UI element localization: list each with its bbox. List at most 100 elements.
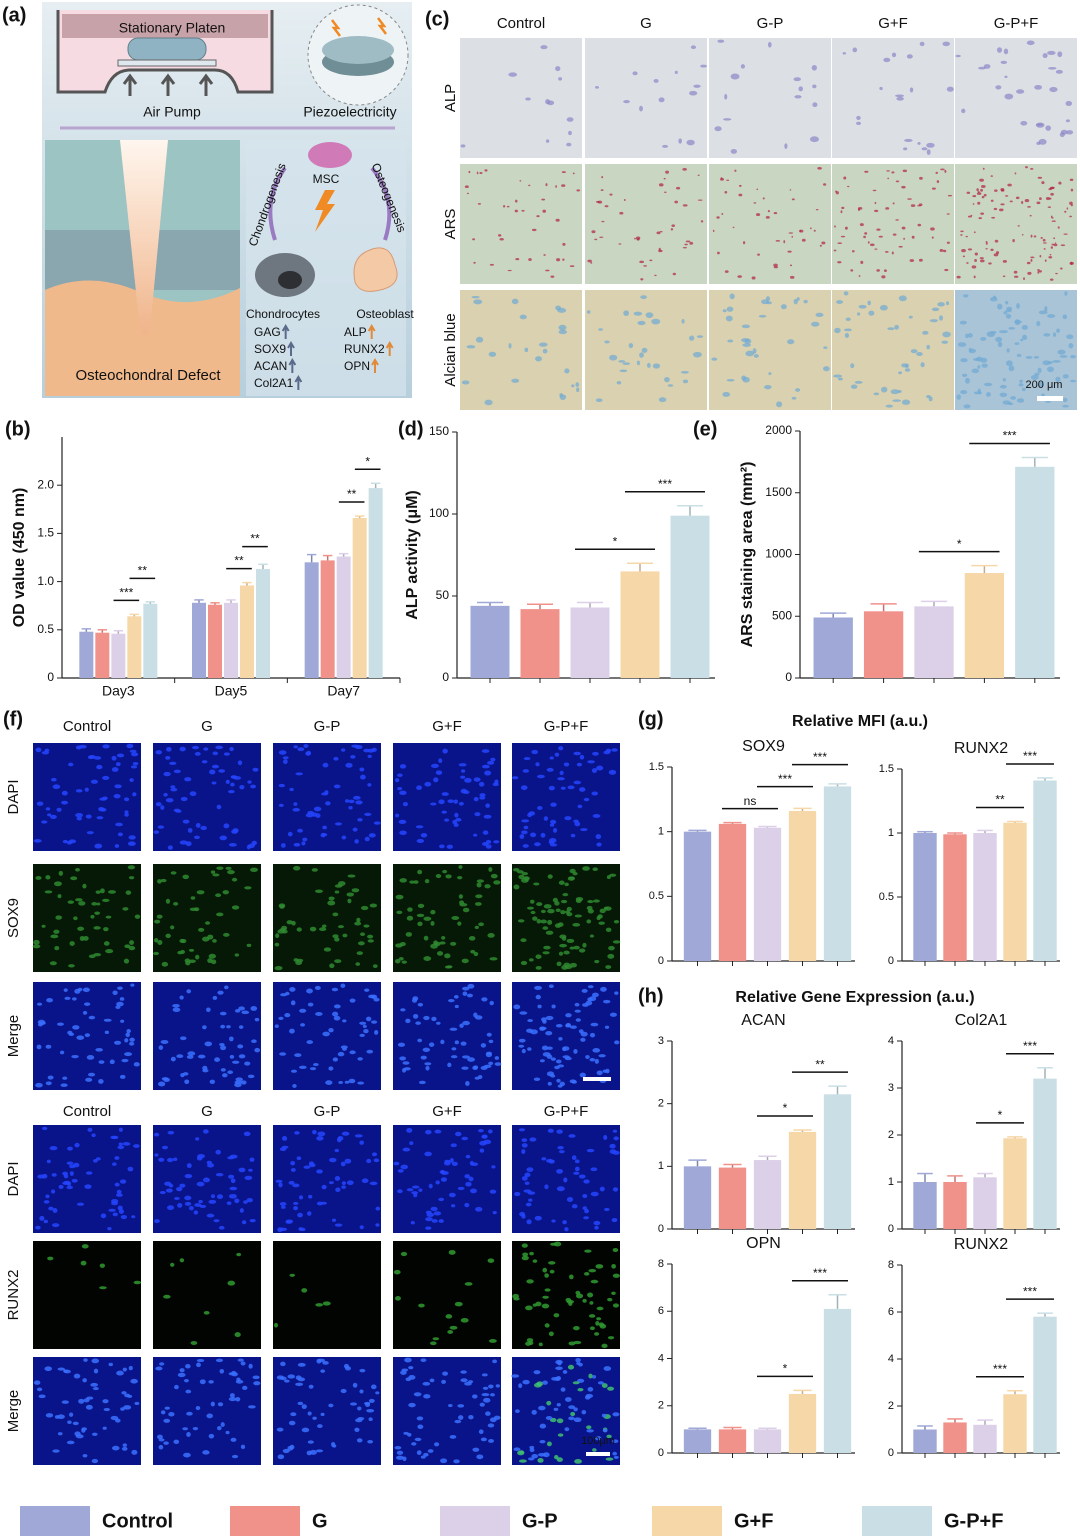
nucleus bbox=[38, 1394, 46, 1399]
nucleus bbox=[375, 1391, 380, 1395]
stain-spot bbox=[837, 377, 843, 381]
nucleus bbox=[473, 796, 479, 802]
column-label: G-P+F bbox=[544, 718, 589, 735]
stain-spot bbox=[693, 84, 701, 88]
nucleus bbox=[523, 825, 529, 830]
nucleus bbox=[41, 820, 48, 824]
nucleus bbox=[44, 748, 50, 753]
nucleus bbox=[75, 1434, 84, 1439]
stain-spot bbox=[508, 72, 518, 77]
nucleus bbox=[320, 1201, 327, 1205]
nucleus bbox=[125, 1032, 130, 1038]
stain-spot bbox=[1051, 220, 1056, 222]
sig-label: *** bbox=[1003, 429, 1017, 443]
stain-spot bbox=[977, 201, 981, 205]
nucleus bbox=[215, 1358, 224, 1363]
nucleus bbox=[296, 958, 304, 963]
nucleus bbox=[420, 1055, 427, 1060]
nucleus bbox=[186, 1163, 192, 1169]
nucleus bbox=[447, 799, 455, 804]
stain-spot bbox=[667, 384, 674, 387]
nucleus bbox=[404, 1357, 412, 1363]
stain-spot bbox=[985, 242, 988, 245]
nucleus bbox=[228, 1397, 237, 1402]
nucleus bbox=[243, 1200, 248, 1204]
nucleus bbox=[196, 1362, 201, 1368]
stain-spot bbox=[891, 171, 895, 174]
stain-spot bbox=[833, 374, 843, 378]
nucleus bbox=[210, 870, 216, 874]
stain-spot bbox=[586, 310, 591, 314]
nucleus bbox=[355, 800, 363, 805]
stain-spot bbox=[1057, 349, 1066, 355]
nucleus bbox=[354, 1427, 360, 1433]
sig-label: *** bbox=[1023, 1284, 1037, 1298]
nucleus bbox=[72, 1421, 79, 1426]
marker-label: ACAN bbox=[254, 359, 287, 373]
nucleus bbox=[98, 1079, 104, 1084]
stain-spot bbox=[1057, 51, 1063, 58]
stain-spot bbox=[961, 373, 968, 378]
nucleus bbox=[108, 1208, 116, 1212]
stain-spot bbox=[887, 327, 895, 331]
stain-spot bbox=[555, 185, 558, 188]
nucleus bbox=[244, 1175, 253, 1181]
nucleus bbox=[413, 1193, 418, 1198]
stain-spot bbox=[991, 216, 996, 219]
stain-spot bbox=[1007, 183, 1012, 187]
nucleus bbox=[234, 953, 240, 957]
stain-spot bbox=[961, 108, 966, 114]
nucleus bbox=[547, 1128, 554, 1133]
micrograph bbox=[585, 38, 707, 158]
nucleus bbox=[450, 1143, 457, 1148]
nucleus bbox=[394, 1445, 402, 1450]
nucleus bbox=[52, 1449, 60, 1453]
stain-spot bbox=[883, 57, 891, 63]
stain-spot bbox=[841, 206, 845, 210]
nucleus bbox=[609, 873, 617, 877]
nucleus bbox=[399, 790, 407, 796]
stain-spot bbox=[623, 99, 630, 104]
y-tick-label: 150 bbox=[429, 424, 449, 438]
nucleus bbox=[81, 1244, 89, 1249]
nucleus bbox=[119, 997, 125, 1001]
stain-spot bbox=[525, 97, 531, 101]
stain-spot bbox=[999, 208, 1004, 212]
nucleus bbox=[425, 1210, 432, 1215]
nucleus bbox=[216, 1426, 222, 1431]
nucleus bbox=[193, 1210, 199, 1215]
stain-spot bbox=[856, 121, 861, 126]
nucleus bbox=[487, 933, 495, 938]
nucleus bbox=[535, 994, 541, 1000]
nucleus bbox=[184, 1195, 192, 1201]
y-tick-label: 1 bbox=[888, 827, 894, 839]
stain-spot bbox=[833, 249, 837, 252]
nucleus bbox=[333, 1004, 341, 1009]
stain-spot bbox=[1047, 314, 1056, 318]
nucleus bbox=[334, 1148, 340, 1153]
micrograph bbox=[585, 164, 707, 284]
stain-spot bbox=[1006, 306, 1013, 311]
nucleus bbox=[441, 936, 446, 940]
nucleus bbox=[358, 941, 365, 946]
nucleus bbox=[118, 1127, 123, 1132]
micrograph bbox=[460, 290, 582, 410]
nucleus bbox=[328, 1066, 334, 1071]
nucleus bbox=[563, 1177, 568, 1183]
stain-spot bbox=[569, 265, 575, 268]
stain-spot bbox=[968, 333, 973, 338]
nucleus bbox=[522, 1252, 529, 1257]
nucleus bbox=[517, 919, 525, 923]
nucleus bbox=[554, 752, 560, 757]
nucleus bbox=[553, 827, 558, 833]
stain-spot bbox=[1062, 404, 1069, 408]
nucleus bbox=[445, 874, 452, 879]
nucleus bbox=[363, 1028, 369, 1034]
nucleus bbox=[123, 1405, 132, 1410]
stain-spot bbox=[1042, 238, 1046, 242]
bar bbox=[304, 562, 319, 678]
nucleus bbox=[182, 1427, 188, 1431]
nucleus bbox=[562, 1220, 567, 1225]
stain-spot bbox=[682, 168, 687, 171]
column-label: G bbox=[640, 15, 652, 32]
